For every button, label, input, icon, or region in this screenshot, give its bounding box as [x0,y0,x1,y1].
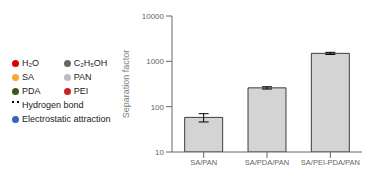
html-text:C₂H₅OH: C₂H₅OH [73,58,108,68]
html-text:PAN: PAN [73,72,92,82]
svg-text:100: 100 [151,103,165,112]
svg-text:SA/PEI-PDA/PAN: SA/PEI-PDA/PAN [301,158,360,167]
html-text:H₂O: H₂O [22,58,39,68]
svg-text:SA/PAN: SA/PAN [190,158,217,167]
html-text:SA: SA [22,72,34,82]
svg-text:1000: 1000 [146,57,164,66]
svg-text:10: 10 [155,148,164,157]
html-text:PEI: PEI [73,86,89,96]
html-text:Electrostatic attraction: Electrostatic attraction [22,114,111,124]
svg-text:SA/PDA/PAN: SA/PDA/PAN [245,158,289,167]
svg-text:10000: 10000 [142,12,165,21]
html-text:Hydrogen bond: Hydrogen bond [22,100,84,110]
svg-text:Separation factor: Separation factor [121,50,131,119]
html-text:PDA: PDA [22,86,41,96]
